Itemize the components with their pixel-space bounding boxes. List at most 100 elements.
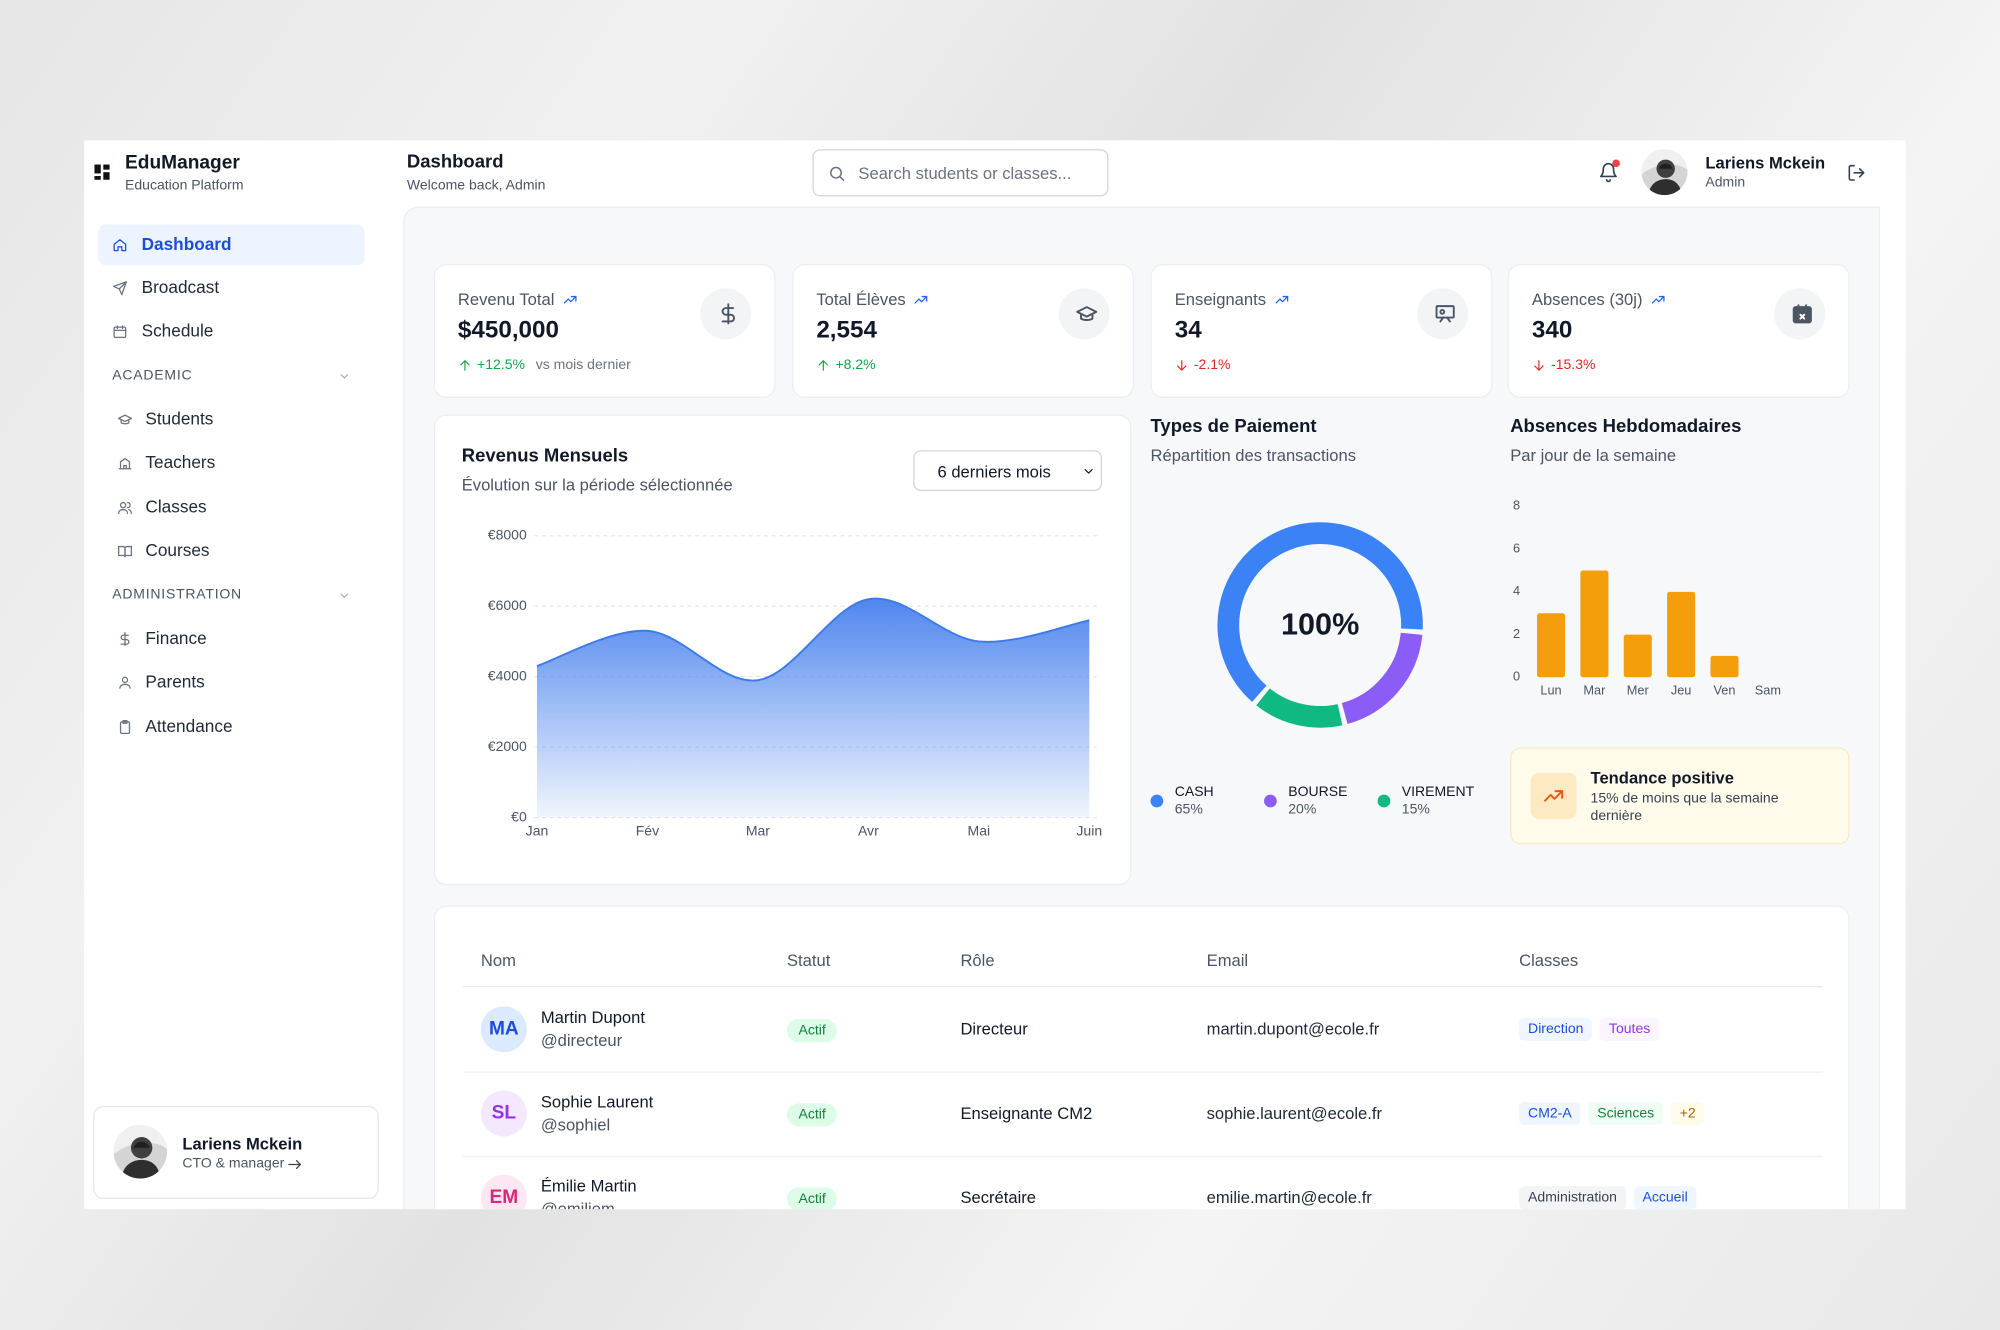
profile-arrow <box>288 1160 302 1170</box>
icon-part <box>288 1160 302 1170</box>
icon-part <box>117 508 129 514</box>
icon-part <box>119 684 131 690</box>
icon-part <box>1439 308 1446 315</box>
nav-item[interactable]: Attendance <box>145 716 233 736</box>
trend-icon <box>1544 790 1564 802</box>
icon-part <box>921 295 928 302</box>
nav-item[interactable]: Students <box>145 409 214 429</box>
icon-part <box>1848 164 1855 181</box>
stat-trend-icon <box>914 295 928 304</box>
trend-icon-bg <box>1530 772 1577 819</box>
icon-part <box>914 295 928 304</box>
nav-icon <box>113 325 127 339</box>
icon-part <box>1080 312 1094 321</box>
icon-part <box>103 164 110 170</box>
stat-trend-icon <box>1275 295 1289 304</box>
icon-part <box>1641 149 1688 196</box>
icon-part <box>113 1125 168 1179</box>
icon-part <box>119 721 131 734</box>
icon-part <box>1084 468 1093 474</box>
stat-change: -2.1% <box>1193 357 1231 373</box>
icon-part <box>117 546 126 558</box>
nav-icon <box>119 677 131 690</box>
search-box[interactable] <box>812 149 1109 197</box>
profile-name: Lariens Mckein <box>182 1134 303 1154</box>
profile-avatar <box>113 1125 168 1179</box>
nav-icon <box>118 458 132 470</box>
icon-part <box>103 172 110 180</box>
stat-icon <box>721 303 735 325</box>
period-select[interactable]: 6 derniers mois <box>913 450 1103 492</box>
stat-card: Total Élèves 2,554 +8.2% <box>792 264 1134 398</box>
icon-part <box>123 465 127 470</box>
stat-card: Absences (30j) 340 -15.3% <box>1507 264 1850 398</box>
class-tag: Administration <box>1519 1186 1626 1210</box>
icon-part <box>570 295 577 302</box>
stat-change-arrow <box>1534 360 1544 371</box>
nav-item[interactable]: Schedule <box>141 321 214 341</box>
nav-item[interactable]: Classes <box>145 497 207 517</box>
nav-icon <box>117 501 133 514</box>
icon-part <box>1544 790 1564 802</box>
trend-text: 15% de moins que la semaine dernière <box>1590 790 1779 824</box>
icon-part <box>94 164 101 174</box>
logout-icon[interactable] <box>1847 163 1866 182</box>
nav-item[interactable]: Broadcast <box>141 277 220 298</box>
period-select-chevron <box>1084 468 1093 474</box>
search-placeholder: Search students or classes... <box>858 163 1072 183</box>
stat-card: Enseignants 34 -2.1% <box>1150 264 1493 398</box>
nav-icon <box>119 719 131 734</box>
row-handle: @emiliem <box>540 1199 615 1210</box>
row-tags: Administration Accueil <box>1519 1185 1704 1210</box>
nav-item[interactable]: Teachers <box>145 453 216 473</box>
icon-part <box>113 326 127 339</box>
brand-tagline: Education Platform <box>125 177 244 194</box>
icon-part <box>122 719 128 724</box>
icon-part <box>460 360 470 371</box>
icon-part <box>1076 306 1098 318</box>
icon-part <box>1656 159 1675 178</box>
row-avatar: SL <box>480 1090 527 1137</box>
stat-change-arrow <box>1177 360 1187 371</box>
nav-section-title[interactable]: ACADEMIC <box>112 367 193 384</box>
stat-label: Enseignants <box>1174 289 1267 309</box>
stat-card: Revenu Total $450,000 +12.5% vs mois dernie… <box>433 264 776 398</box>
stat-icon-bg <box>1058 288 1110 340</box>
row-role: Enseignante CM2 <box>960 1103 1093 1123</box>
row-handle: @directeur <box>540 1030 623 1051</box>
icon-part <box>1651 295 1665 304</box>
row-status: Actif <box>786 1019 838 1043</box>
table-header: Nom <box>480 950 516 970</box>
nav-item[interactable]: Courses <box>145 540 210 561</box>
stat-note: vs mois dernier <box>535 357 631 373</box>
brand-name: EduManager <box>125 151 240 174</box>
table-row-rule <box>463 1071 1823 1073</box>
icon-part <box>133 1141 150 1148</box>
stat-change: -15.3% <box>1551 357 1596 373</box>
row-name: Martin Dupont <box>540 1007 645 1028</box>
table-card: Nom Statut Rôle Email Classes MA Martin Dupont… <box>433 905 1850 1210</box>
icon-part <box>721 307 735 323</box>
icon-part <box>113 239 127 252</box>
nav-section-title[interactable]: ADMINISTRATION <box>112 587 242 603</box>
icon-part <box>117 414 133 423</box>
row-avatar: EM <box>480 1174 527 1210</box>
stat-value: 34 <box>1174 317 1202 344</box>
bell-icon[interactable] <box>1598 162 1618 183</box>
nav-item[interactable]: Finance <box>145 628 207 648</box>
icon-part <box>1658 295 1665 302</box>
row-email: martin.dupont@ecole.fr <box>1206 1019 1380 1039</box>
nav-item[interactable]: Dashboard <box>141 234 232 254</box>
icon-part <box>1792 306 1812 324</box>
user-role: Admin <box>1705 175 1746 191</box>
row-avatar: MA <box>480 1006 527 1053</box>
stat-change: +12.5% <box>477 357 526 373</box>
icon-part <box>94 176 101 180</box>
nav-icon <box>120 632 130 647</box>
icon-part <box>1177 360 1187 371</box>
class-tag: Sciences <box>1588 1102 1664 1125</box>
nav-item[interactable]: Parents <box>145 672 205 692</box>
class-tag: +2 <box>1670 1102 1705 1125</box>
icon-part <box>130 1137 153 1159</box>
